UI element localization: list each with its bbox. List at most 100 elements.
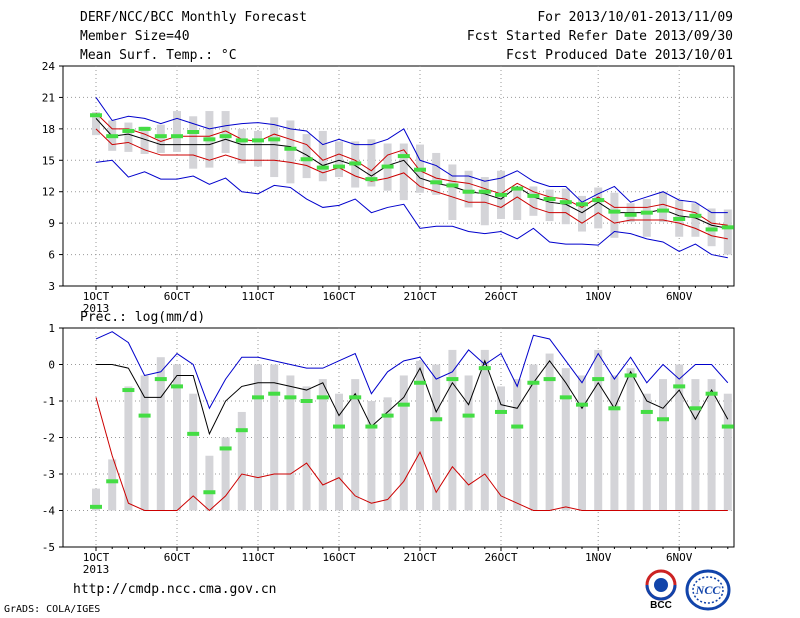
temp-member-box — [156, 124, 165, 153]
temp-member-box — [659, 191, 667, 223]
temp-member-box — [286, 120, 295, 184]
prec-y-tick-label: -3 — [42, 468, 55, 481]
prec-median-marker — [154, 377, 167, 382]
temp-median-marker — [543, 197, 556, 202]
prec-median-marker — [576, 402, 588, 407]
temp-y-tick-label: 15 — [42, 154, 55, 167]
temp-median-marker — [284, 146, 297, 151]
temp-median-marker — [122, 128, 135, 133]
prec-median-marker — [138, 413, 151, 418]
temp-member-box — [723, 209, 732, 255]
prec-median-marker — [673, 384, 686, 389]
bcc-logo-text: BCC — [650, 600, 672, 611]
temp-member-box — [707, 208, 716, 247]
temp-member-box — [335, 141, 343, 178]
prec-member-box — [594, 349, 603, 511]
temp-member-box — [594, 187, 603, 229]
temp-median-marker — [446, 183, 459, 188]
prec-median-marker — [203, 490, 216, 495]
temp-median-marker — [624, 212, 637, 217]
temp-min-line — [95, 159, 728, 259]
prec-median-marker — [657, 417, 669, 422]
temp-x-tick-label: 1OCT — [83, 290, 110, 303]
prec-median-marker — [608, 406, 621, 411]
temp-y-tick-label: 24 — [42, 60, 56, 73]
precip-panel-label: Prec.: log(mm/d) — [80, 310, 206, 325]
prec-median-marker — [527, 380, 540, 385]
prec-member-box — [205, 455, 214, 511]
temp-median-marker — [203, 137, 216, 142]
temp-y-tick-label: 6 — [48, 249, 55, 262]
prec-member-box — [156, 357, 165, 511]
prec-member-box — [659, 379, 667, 511]
forecast-period-label: For 2013/10/01-2013/11/09 — [537, 10, 733, 25]
temp-median-marker — [349, 161, 362, 166]
prec-mean-line — [96, 359, 729, 436]
prec-x-tick-label: 11OCT — [241, 551, 274, 564]
temp-median-marker — [316, 165, 329, 170]
prec-member-box — [545, 353, 554, 511]
ncc-logo: NCC — [685, 569, 731, 611]
prec-x-tick-label: 1NOV — [585, 551, 612, 564]
prec-median-marker — [511, 424, 524, 429]
prec-x-tick-label: 16OCT — [322, 551, 355, 564]
temp-x-tick-label: 26OCT — [484, 290, 517, 303]
prec-member-box — [270, 364, 279, 511]
prec-median-marker — [721, 424, 734, 429]
temp-member-box — [399, 143, 408, 201]
prec-median-marker — [316, 395, 329, 400]
temp-member-box — [318, 130, 327, 182]
temp-x-tick-label: 6OCT — [164, 290, 191, 303]
temp-member-box — [561, 188, 570, 225]
temp-median-marker — [90, 113, 102, 118]
prec-member-box — [432, 364, 441, 511]
temp-median-marker — [252, 138, 264, 143]
prec-median-marker — [187, 431, 200, 436]
prec-year-label: 2013 — [83, 563, 110, 576]
temp-member-box — [464, 170, 473, 208]
temp-median-marker — [430, 180, 443, 185]
prec-median-marker — [381, 413, 394, 418]
prec-member-box — [351, 379, 360, 511]
prec-y-tick-label: -2 — [42, 432, 55, 445]
temp-median-marker — [268, 137, 281, 142]
prec-median-marker — [624, 373, 637, 378]
prec-median-marker — [478, 366, 491, 371]
temp-member-box — [432, 152, 441, 195]
temp-member-box — [691, 203, 700, 237]
temp-member-box — [367, 139, 376, 187]
temp-median-marker — [414, 167, 426, 172]
temp-median-marker — [495, 192, 507, 197]
temp-median-marker — [608, 209, 621, 214]
temp-member-box — [513, 186, 522, 220]
temp-member-box — [480, 177, 489, 226]
temp-mean-line — [95, 118, 728, 229]
prec-median-marker — [495, 409, 507, 414]
prec-median-marker — [252, 395, 264, 400]
forecast-start-label: Fcst Started Refer Date 2013/09/30 — [466, 29, 733, 44]
prec-member-box — [707, 379, 716, 511]
temp-member-box — [254, 130, 262, 167]
prec-member-box — [383, 397, 392, 511]
temp-max-line — [95, 97, 728, 214]
prec-member-box — [108, 459, 117, 511]
prec-member-box — [642, 393, 651, 511]
grads-credit: GrADS: COLA/IGES — [4, 604, 101, 615]
prec-member-box — [124, 386, 133, 511]
prec-x-tick-label: 26OCT — [484, 551, 517, 564]
temp-y-tick-label: 3 — [48, 280, 55, 293]
prec-max-line — [95, 331, 729, 410]
source-url[interactable]: http://cmdp.ncc.cma.gov.cn — [73, 582, 277, 597]
temp-member-box — [302, 134, 311, 179]
prec-member-box — [691, 379, 700, 511]
temp-median-marker — [154, 134, 167, 139]
temp-median-marker — [462, 189, 475, 194]
temp-median-marker — [397, 154, 410, 159]
temp-member-box — [270, 117, 279, 178]
variable-label: Mean Surf. Temp.: °C — [80, 48, 237, 63]
prec-median-marker — [414, 380, 426, 385]
prec-member-box — [92, 488, 100, 511]
temp-x-tick-label: 1NOV — [585, 290, 612, 303]
prec-member-box — [626, 368, 635, 511]
temp-member-box — [173, 111, 181, 152]
